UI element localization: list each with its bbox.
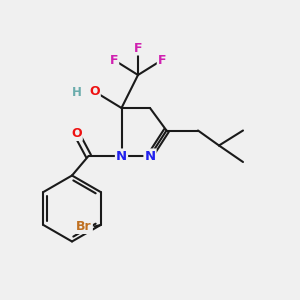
Text: Br: Br: [76, 220, 92, 233]
Text: O: O: [89, 85, 100, 98]
Text: H: H: [72, 86, 82, 100]
Text: N: N: [144, 149, 156, 163]
Text: F: F: [110, 53, 118, 67]
Text: F: F: [134, 41, 142, 55]
Text: O: O: [71, 127, 82, 140]
Text: F: F: [158, 53, 166, 67]
Text: N: N: [116, 149, 127, 163]
